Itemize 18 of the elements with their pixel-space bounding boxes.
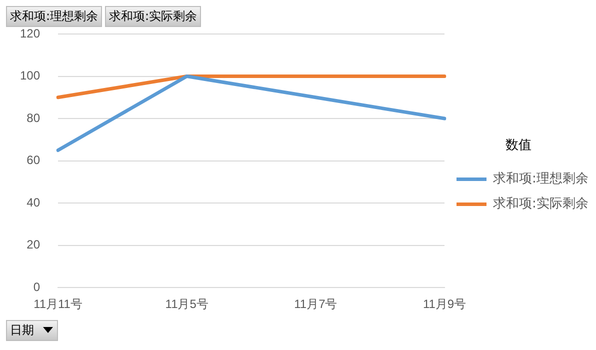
x-tick-label: 11月7号: [294, 297, 338, 312]
x-axis-title: 日期: [10, 323, 34, 337]
legend-label: 求和项:理想剩余: [493, 172, 588, 187]
x-tick-label: 11月11号: [34, 297, 82, 312]
x-tick-label: 11月5号: [165, 297, 208, 312]
x-tick-label: 11月9号: [422, 297, 466, 312]
legend-label: 求和项:实际剩余: [493, 196, 588, 212]
field-button: 求和项:理想剩余: [6, 6, 102, 27]
legend-title: 数值: [505, 138, 532, 154]
y-tick-label: 100: [20, 68, 40, 83]
y-tick-label: 40: [26, 195, 40, 210]
y-tick-label: 60: [26, 153, 40, 168]
y-tick-label: 20: [26, 238, 40, 252]
y-tick-label: 120: [20, 26, 40, 40]
field-button: 日期: [6, 320, 58, 341]
field-button: 求和项:实际剩余: [105, 6, 202, 27]
y-tick-label: 0: [33, 280, 40, 294]
y-tick-label: 80: [26, 110, 40, 125]
